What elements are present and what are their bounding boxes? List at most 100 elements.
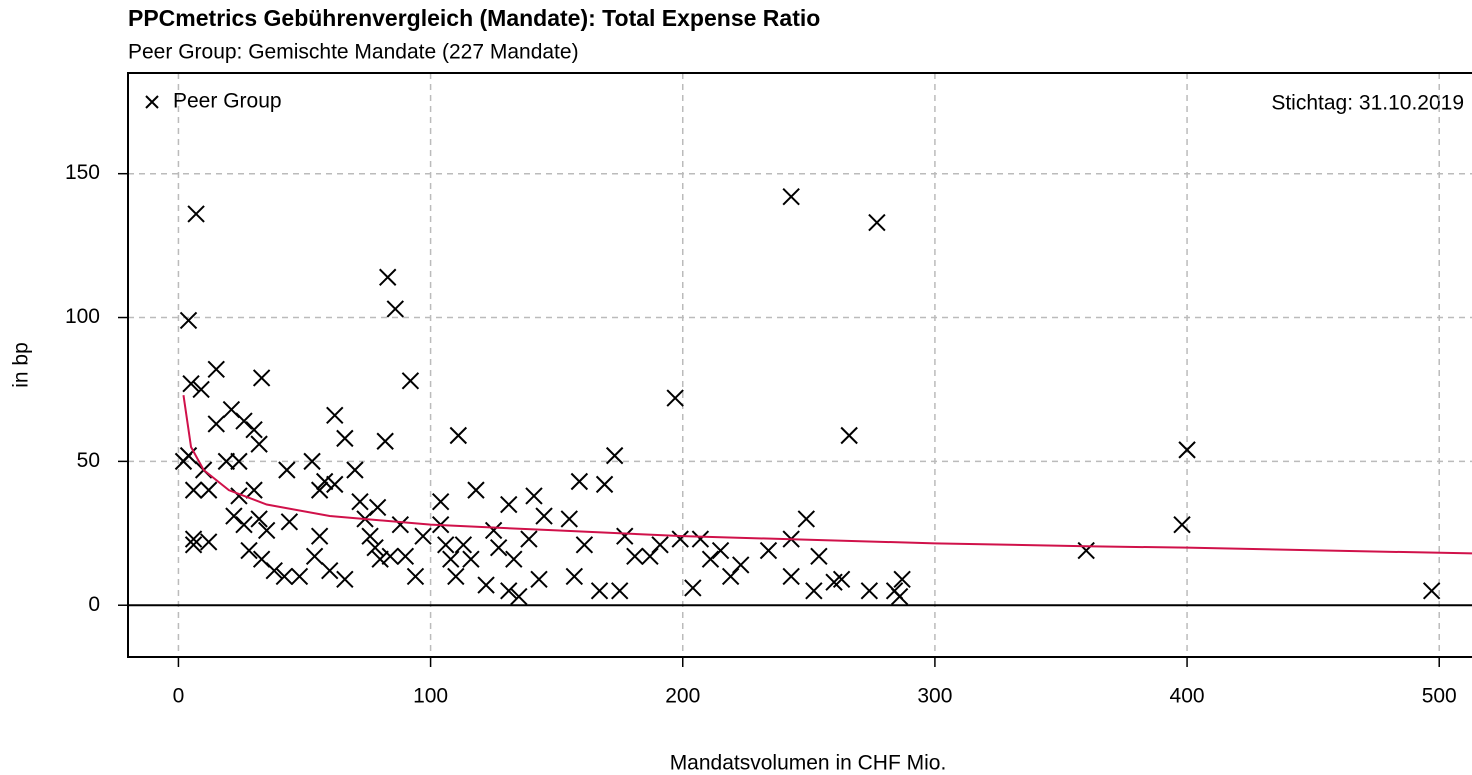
point xyxy=(250,435,268,453)
point xyxy=(449,426,468,445)
point xyxy=(605,446,624,465)
point xyxy=(414,527,432,545)
point xyxy=(810,547,828,566)
point xyxy=(386,300,404,318)
point xyxy=(462,550,480,568)
point xyxy=(782,187,800,206)
point xyxy=(595,475,614,494)
point xyxy=(651,536,669,554)
point xyxy=(500,582,518,600)
point xyxy=(711,541,730,560)
y-tick-label: 50 xyxy=(77,449,100,472)
point xyxy=(477,576,495,594)
point xyxy=(893,570,911,589)
point xyxy=(346,461,364,479)
point xyxy=(305,547,324,566)
point xyxy=(759,541,778,560)
point xyxy=(684,579,702,597)
point xyxy=(207,360,225,379)
point xyxy=(351,492,369,511)
point xyxy=(366,538,384,557)
point xyxy=(265,561,283,580)
y-tick-label: 100 xyxy=(65,305,100,328)
point xyxy=(560,510,578,528)
point xyxy=(257,521,276,540)
x-tick-label: 400 xyxy=(1170,685,1205,708)
point xyxy=(199,481,218,499)
point xyxy=(184,530,203,548)
fit-line xyxy=(182,395,1472,555)
plot-frame xyxy=(127,72,1472,658)
point xyxy=(381,547,399,566)
point xyxy=(565,567,584,586)
point xyxy=(832,570,851,589)
point xyxy=(500,495,518,514)
point xyxy=(431,492,450,511)
point xyxy=(361,527,379,545)
point xyxy=(1173,515,1191,534)
x-tick-label: 300 xyxy=(917,685,952,708)
point xyxy=(310,481,329,499)
x-tick-label: 0 xyxy=(173,685,185,708)
point xyxy=(250,510,268,528)
x-tick-label: 500 xyxy=(1422,685,1457,708)
point xyxy=(484,521,503,540)
point xyxy=(721,567,740,586)
point xyxy=(610,582,629,600)
point xyxy=(868,213,886,232)
point xyxy=(570,472,589,491)
point xyxy=(315,472,334,491)
x-axis-label: Mandatsvolumen in CHF Mio. xyxy=(670,752,947,775)
point xyxy=(454,536,473,554)
point xyxy=(467,481,485,499)
plot-area xyxy=(128,73,1472,657)
point xyxy=(245,481,263,499)
point xyxy=(280,513,299,531)
point xyxy=(396,547,415,566)
point xyxy=(290,567,309,586)
point xyxy=(252,369,271,387)
legend-marker xyxy=(145,95,159,109)
point xyxy=(510,587,528,606)
chart-title: PPCmetrics Gebührenvergleich (Mandate): … xyxy=(128,5,820,31)
point xyxy=(520,530,538,548)
point xyxy=(691,530,710,548)
legend-item: Peer Group xyxy=(145,90,282,113)
point xyxy=(805,582,823,600)
point xyxy=(182,374,200,393)
point xyxy=(187,205,205,223)
point xyxy=(840,426,858,445)
point xyxy=(336,570,354,589)
y-tick-label: 150 xyxy=(65,161,100,184)
point xyxy=(192,380,210,399)
point xyxy=(310,527,329,545)
annotation: Stichtag: 31.10.2019 xyxy=(1271,92,1464,115)
y-axis-label: in bp xyxy=(10,342,33,388)
point xyxy=(235,412,253,430)
point xyxy=(199,533,218,551)
chart-subtitle: Peer Group: Gemischte Mandate (227 Manda… xyxy=(128,41,579,64)
point xyxy=(371,550,389,568)
point xyxy=(368,498,387,517)
point xyxy=(303,452,321,471)
x-tick-label: 200 xyxy=(665,685,700,708)
point xyxy=(890,587,909,606)
point xyxy=(641,547,659,566)
point xyxy=(275,567,294,586)
point xyxy=(575,536,594,554)
point xyxy=(782,567,800,586)
point xyxy=(230,452,248,471)
point xyxy=(336,429,354,448)
point xyxy=(666,389,684,407)
point xyxy=(732,556,750,574)
point xyxy=(1077,541,1095,560)
point xyxy=(530,570,548,589)
point xyxy=(184,536,203,554)
point xyxy=(240,541,258,560)
point xyxy=(442,550,460,568)
point xyxy=(860,582,879,600)
point xyxy=(590,582,609,600)
point xyxy=(489,538,508,557)
point xyxy=(179,311,198,330)
